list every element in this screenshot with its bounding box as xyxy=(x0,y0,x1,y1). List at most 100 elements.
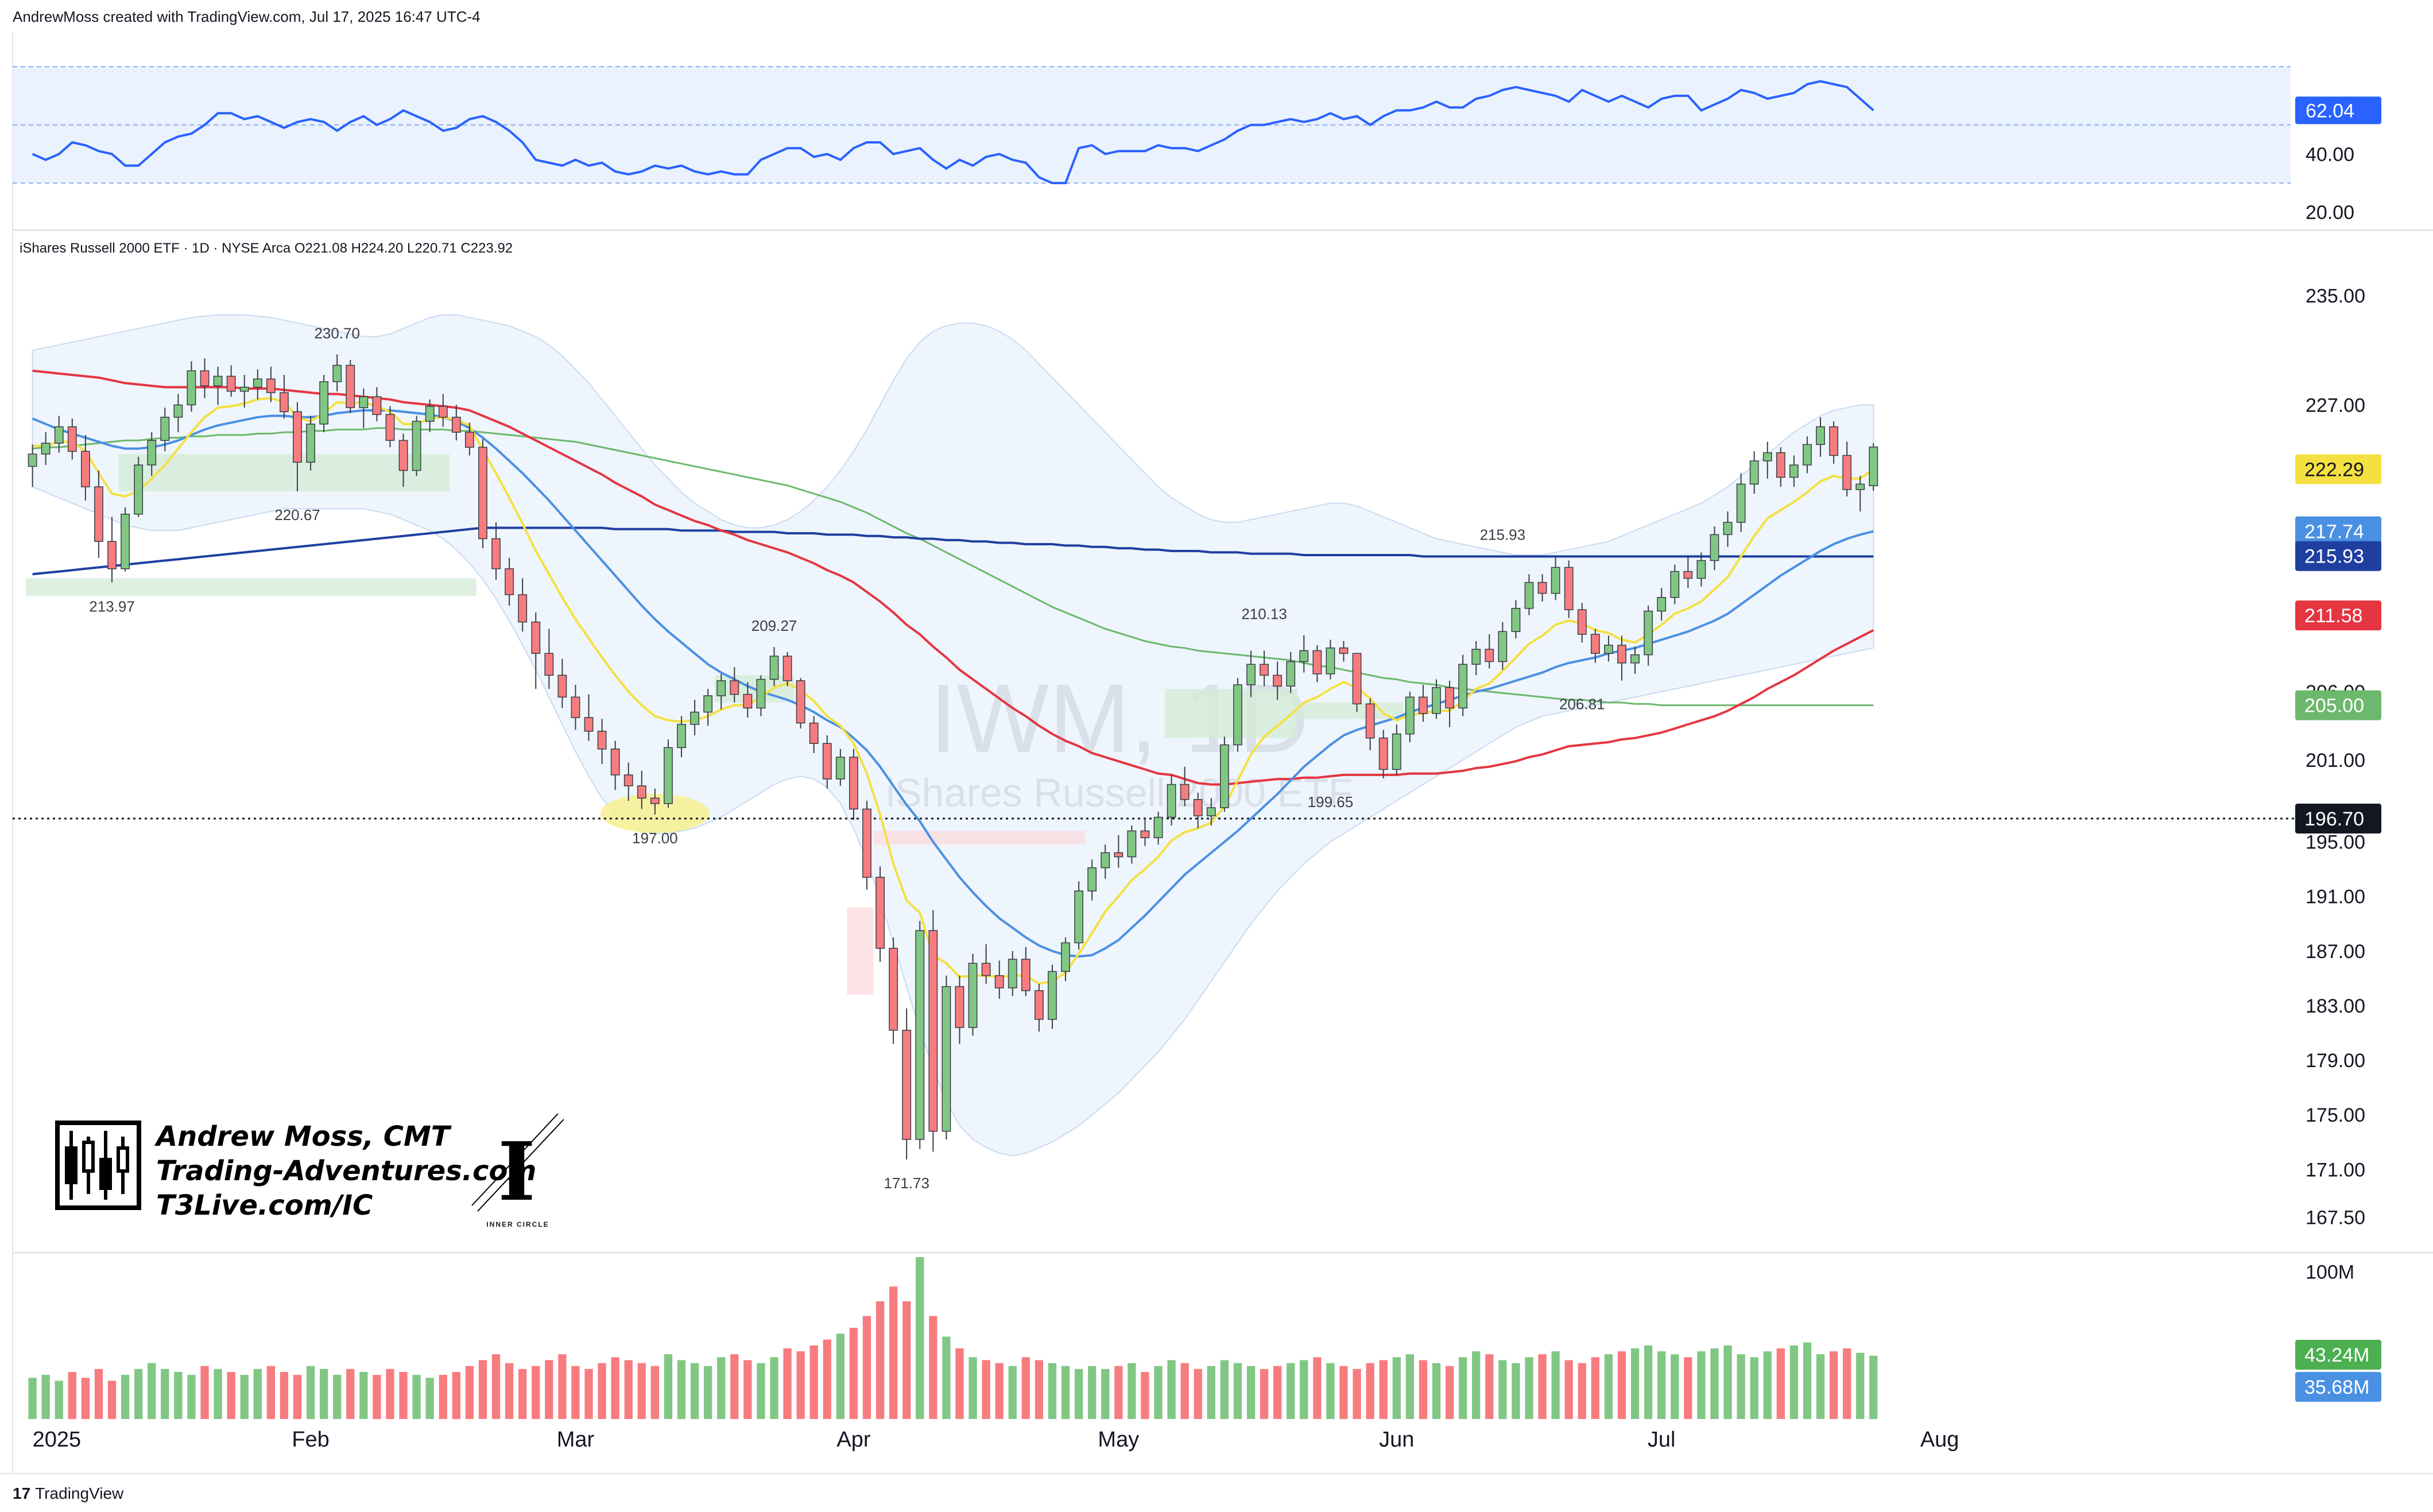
candle xyxy=(1392,724,1401,775)
volume-bar xyxy=(836,1333,845,1419)
tradingview-logo[interactable]: 17 TradingView xyxy=(13,1484,123,1503)
volume-bar xyxy=(1233,1363,1242,1419)
volume-bar xyxy=(796,1351,805,1419)
candle xyxy=(280,375,289,419)
candle-body xyxy=(889,948,898,1031)
candle xyxy=(1498,622,1508,670)
candle xyxy=(1326,639,1335,680)
price-annotation: 209.27 xyxy=(751,617,797,634)
candle-body xyxy=(796,680,805,724)
candle-body xyxy=(505,568,514,595)
candle xyxy=(1101,844,1110,879)
candle-body xyxy=(121,513,130,569)
candle xyxy=(1736,473,1746,532)
candle xyxy=(1286,652,1296,693)
volume-bar xyxy=(439,1375,447,1419)
candle xyxy=(571,684,580,730)
volume-bar xyxy=(121,1375,130,1419)
volume-bar xyxy=(1074,1368,1083,1419)
candle xyxy=(465,422,474,456)
price-annotation: 220.67 xyxy=(274,506,320,524)
candle xyxy=(1710,526,1719,571)
candle-body xyxy=(1153,816,1163,839)
candle-body xyxy=(664,747,673,804)
price-annotation: 197.00 xyxy=(632,829,678,847)
volume-label-badge xyxy=(2295,1340,2381,1370)
candle-body xyxy=(862,808,871,878)
volume-bar xyxy=(174,1371,183,1419)
candle-body xyxy=(1114,852,1123,858)
candle-body xyxy=(623,774,633,786)
candle-body xyxy=(677,724,686,749)
candle xyxy=(1061,937,1070,982)
volume-bar xyxy=(505,1363,514,1419)
candle-body xyxy=(465,432,474,448)
candle xyxy=(1193,792,1203,828)
candle xyxy=(981,944,991,984)
volume-bar xyxy=(942,1336,951,1419)
tradingview-icon: 17 xyxy=(13,1484,31,1502)
candle xyxy=(809,716,819,753)
candle xyxy=(1246,650,1256,697)
volume-bar xyxy=(214,1368,222,1419)
volume-bar xyxy=(1671,1354,1679,1419)
volume-bar xyxy=(1088,1366,1097,1419)
volume-bar xyxy=(1392,1357,1401,1419)
volume-bar xyxy=(41,1375,50,1419)
volume-bar xyxy=(1061,1366,1070,1419)
candle xyxy=(756,675,766,716)
candle-body xyxy=(955,986,964,1028)
price-annotation: 215.93 xyxy=(1480,526,1526,544)
volume-bar xyxy=(148,1363,156,1419)
candle xyxy=(1405,691,1415,742)
candle-body xyxy=(1087,867,1097,891)
candle xyxy=(1604,635,1613,662)
volume-bar xyxy=(1591,1357,1599,1419)
volume-bar xyxy=(1472,1351,1481,1419)
x-tick-label: 2025 xyxy=(33,1428,82,1452)
candle xyxy=(1260,650,1269,687)
candle xyxy=(1074,881,1084,950)
candle-body xyxy=(1378,737,1388,770)
volume-bar xyxy=(1432,1363,1441,1419)
candle-body xyxy=(1657,597,1667,612)
volume-bar xyxy=(929,1316,937,1419)
candle xyxy=(1233,678,1242,752)
candle-body xyxy=(80,451,90,487)
price-tick-label: 201.00 xyxy=(2306,750,2365,771)
volume-bar xyxy=(955,1348,964,1419)
candle xyxy=(1445,680,1454,727)
brand-website: Trading-Adventures.com xyxy=(156,1155,537,1187)
candle-body xyxy=(200,370,210,386)
volume-bar xyxy=(1578,1363,1586,1419)
candle xyxy=(1789,455,1799,487)
candle xyxy=(1140,817,1150,846)
green-zone xyxy=(1297,702,1404,719)
volume-bar xyxy=(532,1366,540,1419)
volume-bar xyxy=(1114,1366,1123,1419)
candle xyxy=(623,762,633,801)
candle xyxy=(597,719,607,764)
candle-body xyxy=(1564,567,1574,610)
volume-bar xyxy=(1750,1357,1758,1419)
volume-bar xyxy=(200,1366,209,1419)
x-tick-label: Apr xyxy=(836,1428,870,1452)
candle-body xyxy=(1074,890,1084,944)
candle-body xyxy=(531,621,541,654)
candle xyxy=(1048,964,1057,1029)
candle-body xyxy=(1035,990,1044,1020)
candle-body xyxy=(1273,674,1283,687)
candle xyxy=(1829,421,1838,464)
candle-body xyxy=(1670,571,1680,598)
candle xyxy=(1696,552,1706,587)
candle-body xyxy=(968,963,978,1028)
candle-body xyxy=(637,785,646,799)
candle-body xyxy=(1286,661,1296,687)
candle xyxy=(1114,835,1123,868)
volume-bar xyxy=(333,1375,342,1419)
candle-body xyxy=(1140,830,1150,839)
candle xyxy=(160,408,170,452)
candle xyxy=(1551,556,1560,600)
candle xyxy=(306,416,315,471)
